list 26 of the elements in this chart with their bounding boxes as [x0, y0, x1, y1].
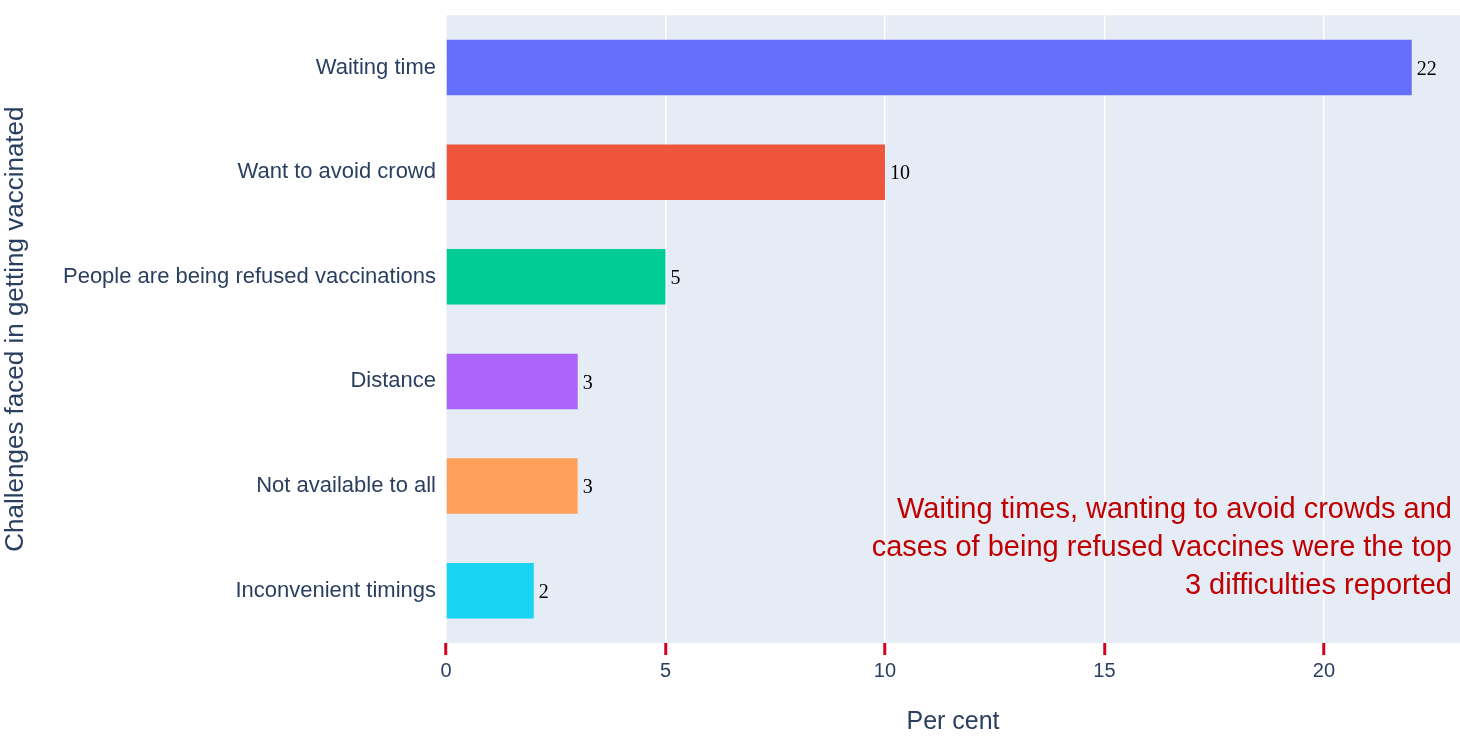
y-tick-label: Waiting time [315, 53, 436, 79]
data-label: 2 [538, 579, 549, 602]
x-tick-label: 15 [1093, 658, 1116, 681]
x-axis-title: Per cent [906, 705, 1000, 734]
x-tick-label: 10 [873, 658, 897, 681]
data-label: 22 [1416, 56, 1437, 79]
data-label: 5 [670, 266, 681, 289]
y-tick-label: People are being refused vaccinations [62, 262, 436, 288]
y-tick-label: Want to avoid crowd [237, 158, 436, 184]
y-tick-label: Inconvenient timings [235, 576, 436, 602]
y-tick-label: Distance [350, 367, 436, 393]
x-tick-label: 20 [1312, 658, 1336, 681]
y-axis-title: Challenges faced in getting vaccinated [0, 106, 29, 552]
data-label: 3 [582, 370, 593, 393]
x-tick-label: 0 [440, 658, 452, 681]
data-label: 10 [889, 161, 910, 184]
bar [446, 353, 578, 410]
bar [446, 144, 885, 200]
bar [446, 249, 666, 305]
bar [446, 562, 534, 619]
y-tick-label: Not available to all [256, 472, 436, 498]
data-label: 3 [582, 475, 593, 498]
annotation: Waiting times, wanting to avoid crowds and cases of being refused vaccines were the top 3 difficulties reported [871, 492, 1452, 600]
bar [446, 458, 578, 514]
x-tick-label: 5 [659, 658, 672, 681]
bar [446, 39, 1412, 96]
